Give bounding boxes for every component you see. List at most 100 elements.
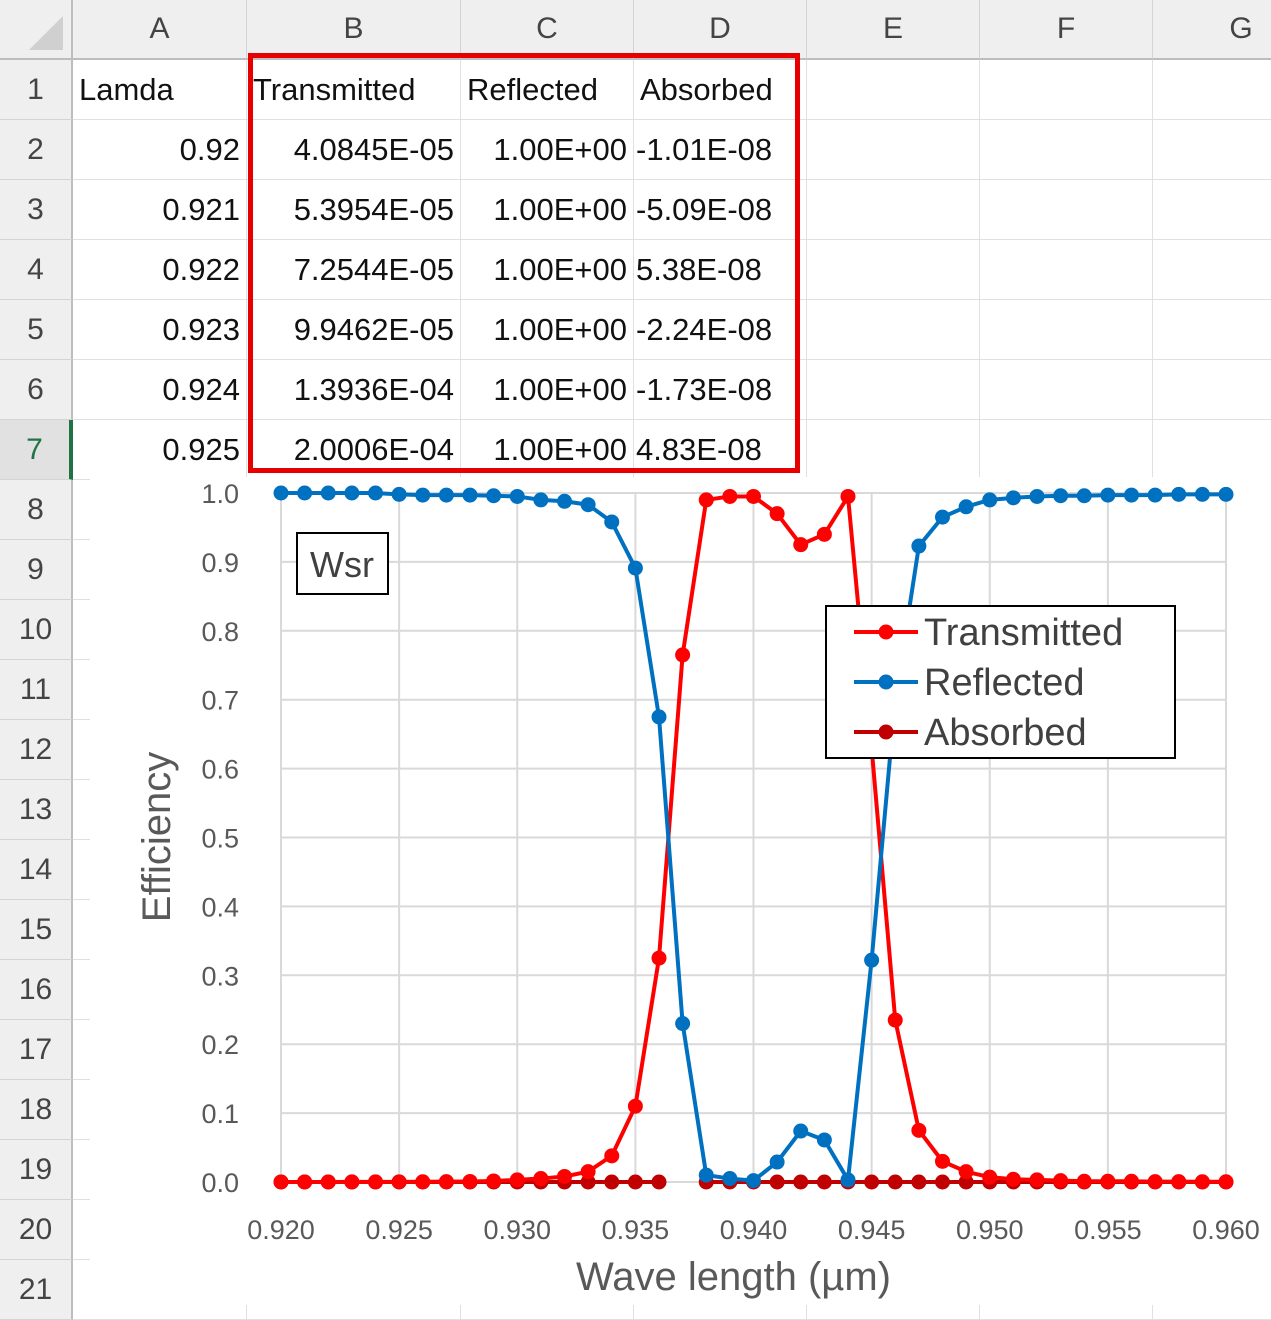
data-point-absorbed bbox=[911, 1174, 927, 1190]
data-point-reflected bbox=[746, 1173, 761, 1189]
data-point-transmitted bbox=[911, 1122, 927, 1138]
cell-F4[interactable] bbox=[980, 240, 1153, 300]
column-header-C[interactable]: C bbox=[461, 0, 634, 60]
row-header-4[interactable]: 4 bbox=[0, 240, 73, 300]
column-header-F[interactable]: F bbox=[980, 0, 1153, 60]
data-point-reflected bbox=[462, 487, 478, 503]
row-header-16[interactable]: 16 bbox=[0, 960, 73, 1020]
cell-D2[interactable]: -1.01E-08 bbox=[634, 120, 807, 180]
cell-G3[interactable] bbox=[1153, 180, 1271, 240]
cell-C6[interactable]: 1.00E+00 bbox=[461, 360, 634, 420]
row-header-7[interactable]: 7 bbox=[0, 420, 73, 480]
cell-D5[interactable]: -2.24E-08 bbox=[634, 300, 807, 360]
data-point-transmitted bbox=[1124, 1173, 1139, 1189]
cell-F6[interactable] bbox=[980, 360, 1153, 420]
cell-C1[interactable]: Reflected bbox=[461, 60, 634, 120]
cell-A1[interactable]: Lamda bbox=[73, 60, 247, 120]
select-all-button[interactable] bbox=[0, 0, 73, 60]
cell-E1[interactable] bbox=[807, 60, 980, 120]
cell-A7[interactable]: 0.925 bbox=[73, 420, 247, 480]
cell-D3[interactable]: -5.09E-08 bbox=[634, 180, 807, 240]
data-point-transmitted bbox=[557, 1168, 572, 1184]
data-point-transmitted bbox=[816, 526, 832, 542]
cell-D7[interactable]: 4.83E-08 bbox=[634, 420, 807, 480]
row-header-1[interactable]: 1 bbox=[0, 60, 73, 120]
row-header-14[interactable]: 14 bbox=[0, 840, 73, 900]
annotation-box bbox=[296, 532, 389, 595]
cell-A5[interactable]: 0.923 bbox=[73, 300, 247, 360]
cell-D6[interactable]: -1.73E-08 bbox=[634, 360, 807, 420]
column-header-B[interactable]: B bbox=[247, 0, 461, 60]
y-tick-label: 0.2 bbox=[201, 1030, 239, 1060]
cell-C2[interactable]: 1.00E+00 bbox=[461, 120, 634, 180]
cell-C7[interactable]: 1.00E+00 bbox=[461, 420, 634, 480]
cell-E5[interactable] bbox=[807, 300, 980, 360]
x-tick-label: 0.945 bbox=[838, 1215, 906, 1245]
row-header-9[interactable]: 9 bbox=[0, 540, 73, 600]
row-header-17[interactable]: 17 bbox=[0, 1020, 73, 1080]
cell-B5[interactable]: 9.9462E-05 bbox=[247, 300, 461, 360]
cell-A3[interactable]: 0.921 bbox=[73, 180, 247, 240]
cell-G1[interactable] bbox=[1153, 60, 1271, 120]
row-header-20[interactable]: 20 bbox=[0, 1200, 73, 1260]
row-header-15[interactable]: 15 bbox=[0, 900, 73, 960]
y-tick-label: 0.3 bbox=[201, 961, 239, 991]
row-header-6[interactable]: 6 bbox=[0, 360, 73, 420]
cell-B1[interactable]: Transmitted bbox=[247, 60, 461, 120]
cell-E7[interactable] bbox=[807, 420, 980, 480]
cell-F2[interactable] bbox=[980, 120, 1153, 180]
data-point-transmitted bbox=[297, 1174, 313, 1190]
x-tick-label: 0.940 bbox=[720, 1215, 788, 1245]
data-point-reflected bbox=[1100, 487, 1116, 503]
row-header-2[interactable]: 2 bbox=[0, 120, 73, 180]
cell-C4[interactable]: 1.00E+00 bbox=[461, 240, 634, 300]
cell-A2[interactable]: 0.92 bbox=[73, 120, 247, 180]
cell-B2[interactable]: 4.0845E-05 bbox=[247, 120, 461, 180]
data-point-transmitted bbox=[1005, 1171, 1021, 1187]
cell-B6[interactable]: 1.3936E-04 bbox=[247, 360, 461, 420]
cell-F5[interactable] bbox=[980, 300, 1153, 360]
row-header-19[interactable]: 19 bbox=[0, 1140, 73, 1200]
row-header-11[interactable]: 11 bbox=[0, 660, 73, 720]
cell-A6[interactable]: 0.924 bbox=[73, 360, 247, 420]
cell-E2[interactable] bbox=[807, 120, 980, 180]
cell-E3[interactable] bbox=[807, 180, 980, 240]
row-header-18[interactable]: 18 bbox=[0, 1080, 73, 1140]
cell-G4[interactable] bbox=[1153, 240, 1271, 300]
row-header-8[interactable]: 8 bbox=[0, 480, 73, 540]
cell-G6[interactable] bbox=[1153, 360, 1271, 420]
cell-C3[interactable]: 1.00E+00 bbox=[461, 180, 634, 240]
row-header-13[interactable]: 13 bbox=[0, 780, 73, 840]
cell-F1[interactable] bbox=[980, 60, 1153, 120]
cell-G5[interactable] bbox=[1153, 300, 1271, 360]
cell-B7[interactable]: 2.0006E-04 bbox=[247, 420, 461, 480]
data-point-transmitted bbox=[1147, 1174, 1163, 1190]
y-tick-label: 0.4 bbox=[201, 892, 239, 922]
cell-A4[interactable]: 0.922 bbox=[73, 240, 247, 300]
cell-D1[interactable]: Absorbed bbox=[634, 60, 807, 120]
chart[interactable]: 0.0 0.1 0.2 0.3 0.4 0.5 0.6 0.7 0.8 0.9 1.0 0.920 0.… bbox=[90, 477, 1271, 1305]
row-header-5[interactable]: 5 bbox=[0, 300, 73, 360]
column-header-E[interactable]: E bbox=[807, 0, 980, 60]
column-header-A[interactable]: A bbox=[73, 0, 247, 60]
column-header-G[interactable]: G bbox=[1153, 0, 1271, 60]
data-point-transmitted bbox=[627, 1098, 643, 1114]
cell-F7[interactable] bbox=[980, 420, 1153, 480]
cell-G7[interactable] bbox=[1153, 420, 1271, 480]
data-point-transmitted bbox=[698, 492, 714, 508]
cell-B3[interactable]: 5.3954E-05 bbox=[247, 180, 461, 240]
row-header-10[interactable]: 10 bbox=[0, 600, 73, 660]
cell-C5[interactable]: 1.00E+00 bbox=[461, 300, 634, 360]
row-header-3[interactable]: 3 bbox=[0, 180, 73, 240]
cell-D4[interactable]: 5.38E-08 bbox=[634, 240, 807, 300]
cell-B4[interactable]: 7.2544E-05 bbox=[247, 240, 461, 300]
data-point-reflected bbox=[1124, 487, 1139, 503]
cell-F3[interactable] bbox=[980, 180, 1153, 240]
cell-E4[interactable] bbox=[807, 240, 980, 300]
row-header-12[interactable]: 12 bbox=[0, 720, 73, 780]
row-header-21[interactable]: 21 bbox=[0, 1260, 73, 1320]
cell-E6[interactable] bbox=[807, 360, 980, 420]
legend-marker bbox=[878, 674, 894, 690]
column-header-D[interactable]: D bbox=[634, 0, 807, 60]
cell-G2[interactable] bbox=[1153, 120, 1271, 180]
